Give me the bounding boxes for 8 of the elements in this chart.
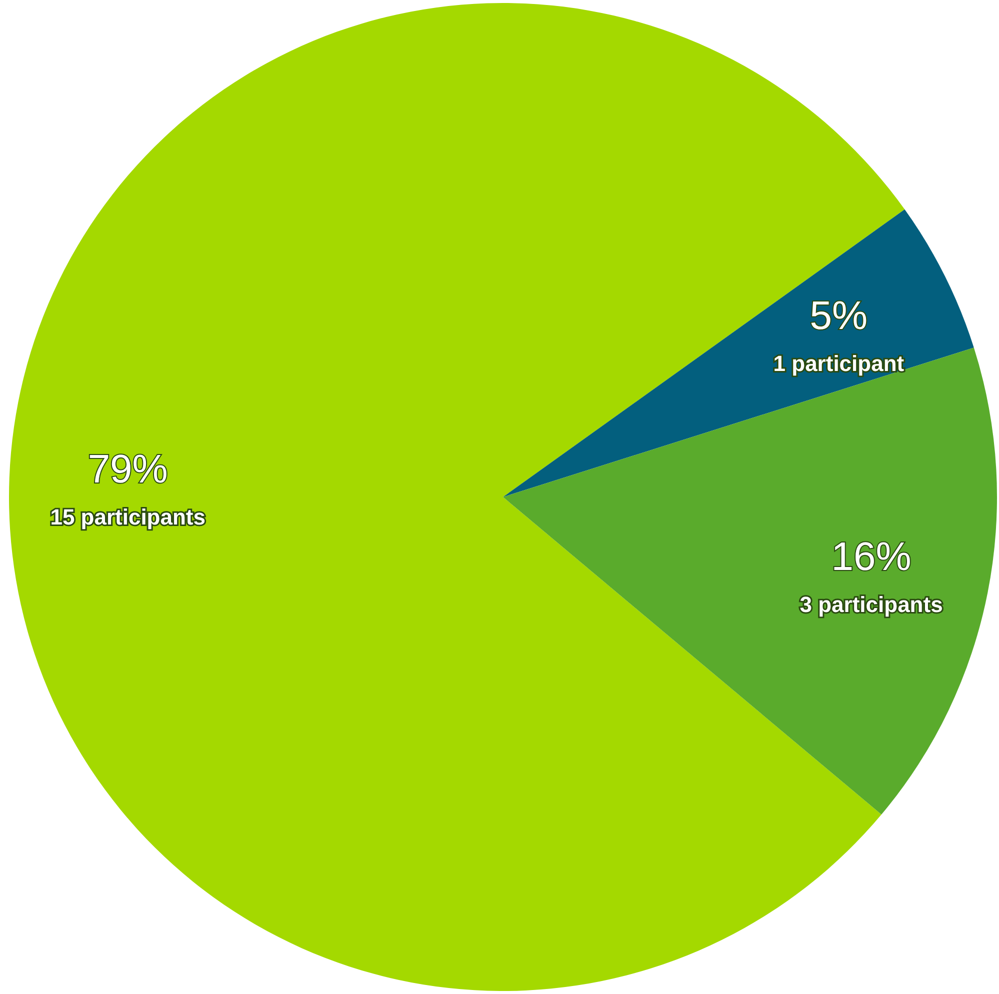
data-label: 79% [88,448,168,492]
slice-label: 15 participants [50,504,206,530]
pie-slice [503,209,974,497]
pie-slice [503,348,996,815]
data-label: 5% [810,294,868,338]
slice-label: 1 participant [773,350,905,376]
slice-label: 3 participants [800,592,943,617]
data-label: 16% [831,534,912,579]
